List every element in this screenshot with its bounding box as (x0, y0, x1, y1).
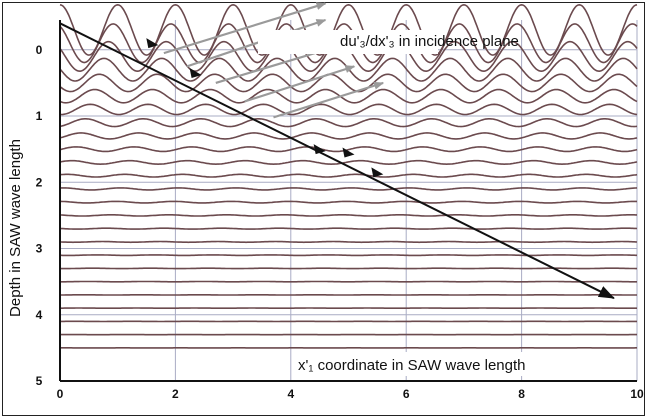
x-tick-label-4: 4 (287, 387, 294, 401)
y-tick-label-3: 3 (36, 242, 43, 256)
grid (59, 20, 638, 382)
wave-line-7 (60, 103, 638, 116)
x-axis-title: x'₁ coordinate in SAW wave length (298, 357, 525, 374)
tick-labels: 0 2 4 6 8 10 0 1 2 3 4 5 (36, 43, 644, 401)
wave-line-13 (60, 187, 638, 191)
x-tick-label-10: 10 (630, 387, 644, 401)
wave-lines (59, 3, 638, 349)
ray-marker-3 (313, 144, 326, 155)
x-tick-label-8: 8 (518, 387, 525, 401)
wave-line-10 (59, 146, 638, 153)
y-tick-label-1: 1 (36, 109, 43, 123)
wave-line-16 (59, 227, 638, 230)
ray-line (59, 22, 615, 300)
gradient-arrow-1 (163, 2, 327, 55)
ray-marker-4 (342, 147, 355, 158)
x-tick-label-2: 2 (172, 387, 179, 401)
ray-marker-2 (189, 67, 202, 78)
y-tick-label-4: 4 (36, 308, 43, 322)
wave-line-8 (59, 118, 638, 128)
ray-marker-5 (371, 167, 384, 178)
annotation-top: du'₃/dx'₃ in incidence plane (340, 33, 519, 50)
ray-marker-1 (146, 38, 159, 49)
y-axis-title: Depth in SAW wave length (7, 139, 24, 317)
x-axis-title-bg (292, 352, 632, 376)
wave-line-5 (59, 73, 638, 93)
wave-line-2 (59, 23, 638, 64)
x-tick-label-0: 0 (57, 387, 64, 401)
gradient-arrow-2 (186, 18, 327, 68)
wave-line-9 (59, 132, 638, 140)
wave-line-11 (59, 159, 638, 166)
y-tick-label-2: 2 (36, 175, 43, 189)
x-tick-label-6: 6 (403, 387, 410, 401)
annotation-top-bg (258, 30, 438, 54)
wave-line-6 (59, 88, 638, 104)
wave-line-15 (59, 214, 637, 217)
gradient-arrows (163, 2, 385, 119)
wave-line-14 (60, 200, 637, 204)
wave-line-18 (60, 254, 637, 257)
axes (59, 20, 637, 382)
y-tick-label-5: 5 (36, 374, 43, 388)
gradient-arrow-5 (273, 81, 385, 119)
gradient-arrow-4 (244, 65, 356, 103)
wave-line-17 (60, 240, 638, 244)
wave-line-4 (59, 57, 638, 82)
wave-line-12 (59, 173, 638, 178)
ray-group (59, 22, 615, 300)
y-tick-label-0: 0 (36, 43, 43, 57)
